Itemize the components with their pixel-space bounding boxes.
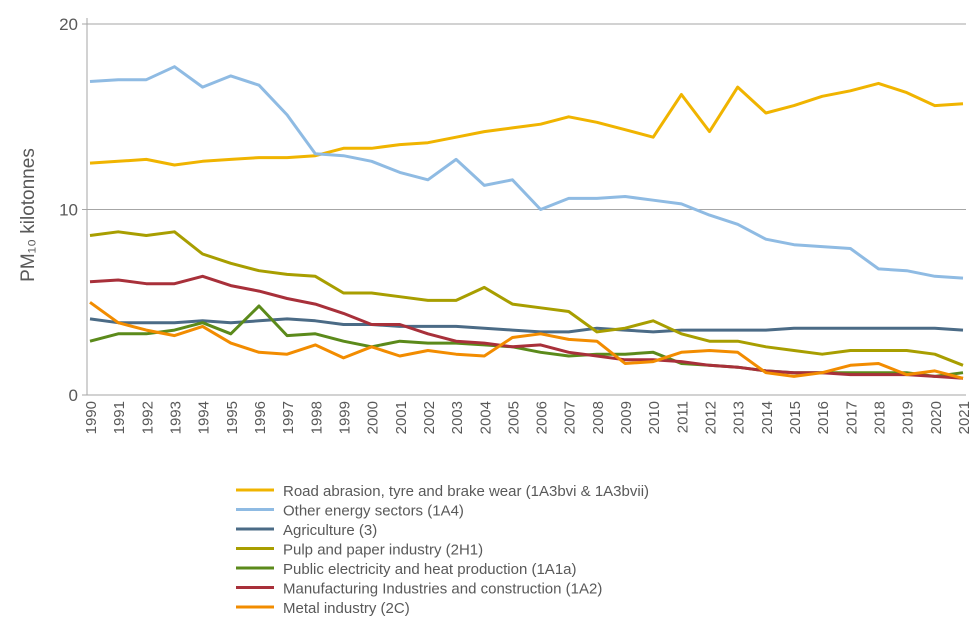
- series-line: [89, 230, 964, 367]
- x-tick-label: 1993: [167, 401, 184, 434]
- legend-label: Metal industry (2C): [283, 600, 410, 617]
- x-tick-label: 2011: [674, 401, 691, 433]
- x-tick-label: 1994: [196, 401, 213, 434]
- x-tick-label: 2019: [900, 401, 917, 434]
- y-tick-label: 10: [59, 201, 78, 220]
- x-tick-label: 2002: [421, 401, 438, 434]
- legend-label: Agriculture (3): [283, 522, 377, 539]
- x-tick-label: 2004: [477, 401, 494, 434]
- legend-label: Pulp and paper industry (2H1): [283, 542, 483, 559]
- y-tick-label: 20: [59, 15, 78, 34]
- y-tick-label: 0: [69, 386, 78, 405]
- series-line: [89, 317, 964, 334]
- x-tick-label: 1990: [83, 401, 100, 434]
- legend-label: Other energy sectors (1A4): [283, 503, 464, 520]
- x-tick-label: 2020: [928, 401, 945, 434]
- legend-label: Manufacturing Industries and constructio…: [283, 581, 602, 598]
- x-tick-label: 2021: [956, 401, 971, 434]
- x-tick-label: 2017: [843, 401, 860, 434]
- x-tick-label: 2007: [562, 401, 579, 434]
- x-tick-label: 1991: [111, 401, 128, 434]
- x-tick-label: 2000: [365, 401, 382, 434]
- x-tick-label: 2010: [646, 401, 663, 434]
- series-line: [89, 301, 964, 380]
- x-tick-label: 2013: [731, 401, 748, 434]
- x-tick-label: 2014: [759, 401, 776, 434]
- x-tick-label: 1995: [224, 401, 241, 434]
- x-tick-label: 1996: [252, 401, 269, 434]
- x-tick-label: 1997: [280, 401, 297, 434]
- series-line: [89, 304, 964, 378]
- x-tick-label: 2012: [703, 401, 720, 434]
- x-tick-label: 1998: [308, 401, 325, 434]
- series-line: [89, 65, 964, 280]
- series-line: [89, 81, 964, 167]
- x-tick-label: 2016: [815, 401, 832, 434]
- x-tick-label: 2006: [534, 401, 551, 434]
- x-tick-label: 1999: [336, 401, 353, 434]
- x-tick-label: 2003: [449, 401, 466, 434]
- x-tick-label: 2009: [618, 401, 635, 434]
- legend-label: Road abrasion, tyre and brake wear (1A3b…: [283, 483, 649, 500]
- x-tick-label: 2001: [393, 401, 410, 434]
- x-tick-label: 2018: [872, 401, 889, 434]
- x-tick-label: 2008: [590, 401, 607, 434]
- legend-label: Public electricity and heat production (…: [283, 561, 577, 578]
- x-tick-label: 2005: [505, 401, 522, 434]
- y-axis-label: PM₁₀ kilotonnes: [18, 148, 39, 282]
- x-tick-label: 1992: [139, 401, 156, 434]
- x-tick-label: 2015: [787, 401, 804, 434]
